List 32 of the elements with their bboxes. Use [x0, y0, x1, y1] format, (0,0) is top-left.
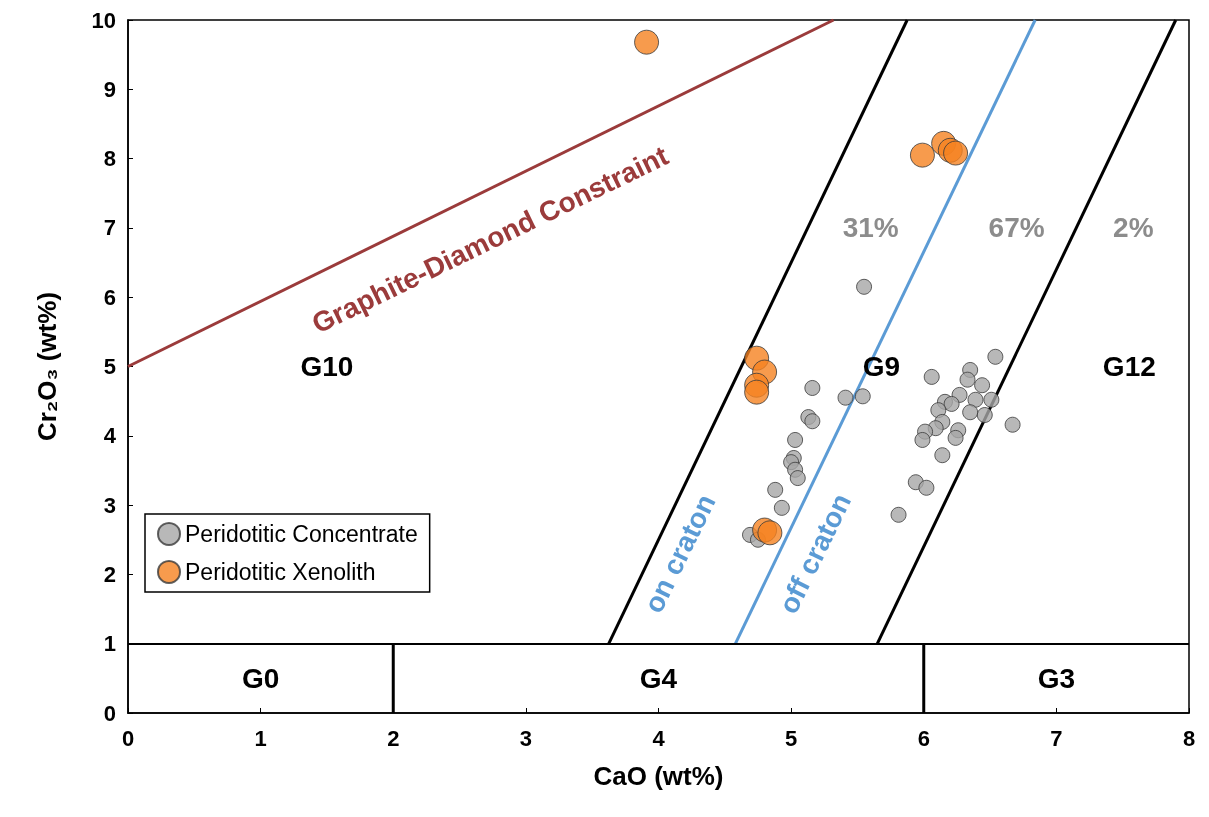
y-tick-label: 0 — [103, 700, 116, 726]
x-tick-label: 4 — [652, 725, 666, 751]
y-tick-label: 3 — [103, 492, 116, 518]
y-tick-label: 8 — [103, 146, 116, 172]
x-tick-label: 2 — [387, 725, 400, 751]
y-tick-label: 2 — [103, 561, 116, 587]
y-tick-label: 7 — [103, 215, 116, 241]
annotation: G12 — [1102, 351, 1156, 382]
x-tick-label: 5 — [785, 725, 798, 751]
annotation: G0 — [241, 662, 280, 694]
annotation: 31% — [842, 212, 899, 244]
y-axis-title: Cr₂O₃ (wt%) — [32, 291, 62, 442]
annotation: G10 — [300, 351, 354, 382]
y-tick-label: 6 — [103, 284, 116, 310]
x-tick-label: 6 — [917, 725, 930, 751]
x-tick-label: 0 — [121, 725, 135, 751]
x-tick-label: 7 — [1050, 725, 1063, 751]
annotation: G4 — [639, 662, 678, 694]
y-tick-label: 10 — [91, 7, 116, 33]
annotation: G3 — [1037, 662, 1076, 694]
annotation: 67% — [988, 212, 1045, 244]
y-tick-label: 4 — [103, 423, 117, 449]
y-tick-label: 9 — [103, 76, 116, 102]
legend-label: Peridotitic Xenolith — [185, 559, 376, 585]
annotation: 2% — [1113, 212, 1154, 244]
legend-label: Peridotitic Concentrate — [185, 521, 418, 547]
y-tick-label: 1 — [103, 631, 116, 657]
x-axis-title: CaO (wt%) — [593, 761, 724, 791]
x-tick-label: 3 — [519, 725, 532, 751]
x-tick-label: 8 — [1182, 725, 1196, 751]
y-tick-label: 5 — [103, 354, 116, 379]
x-tick-label: 1 — [254, 725, 267, 751]
